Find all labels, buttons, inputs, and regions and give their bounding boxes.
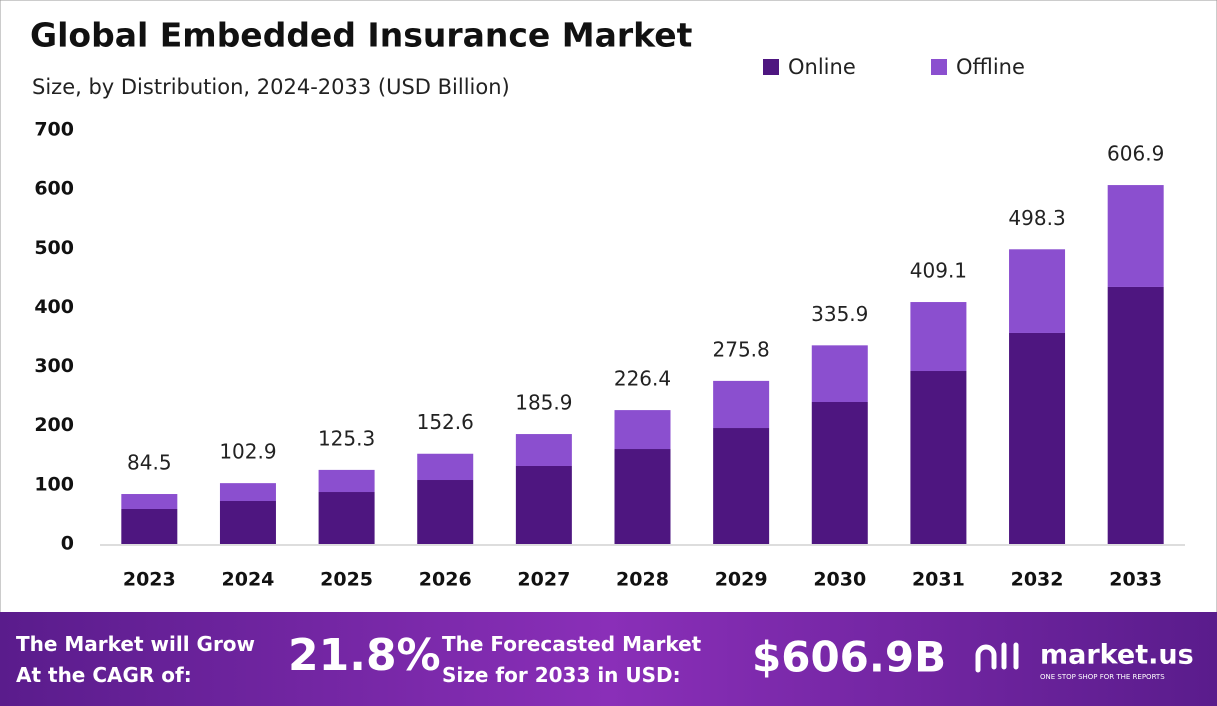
x-tick-label: 2028: [616, 569, 669, 591]
bar-segment: [910, 371, 967, 544]
bar-segment: [910, 302, 967, 372]
bar-segment: [713, 380, 770, 429]
chart-title: Global Embedded Insurance Market: [30, 16, 693, 55]
y-tick-label: 300: [34, 355, 74, 377]
bar-segment: [121, 494, 178, 509]
total-label: 84.5: [127, 451, 172, 475]
y-tick-label: 200: [34, 414, 74, 436]
total-label: 335.9: [811, 302, 868, 326]
bar-segment: [1009, 332, 1066, 544]
bar-segment: [1107, 286, 1164, 544]
x-tick-label: 2024: [222, 569, 275, 591]
y-tick-label: 600: [34, 178, 74, 200]
x-tick-label: 2023: [123, 569, 176, 591]
y-tick-label: 500: [34, 237, 74, 259]
y-tick-label: 0: [61, 533, 74, 555]
x-tick-label: 2029: [715, 569, 768, 591]
x-tick-label: 2030: [813, 569, 866, 591]
chart-subtitle: Size, by Distribution, 2024-2033 (USD Bi…: [32, 75, 510, 99]
brand-name: market.us: [1040, 640, 1194, 671]
x-tick-label: 2031: [912, 569, 965, 591]
total-label: 409.1: [910, 259, 967, 283]
forecast-value: $606.9B: [752, 633, 946, 682]
brand-tagline: ONE STOP SHOP FOR THE REPORTS: [1040, 673, 1165, 681]
legend-label: Offline: [956, 55, 1025, 79]
cagr-value: 21.8%: [288, 630, 441, 681]
total-label: 125.3: [318, 426, 375, 450]
y-tick-label: 100: [34, 473, 74, 495]
bar-segment: [515, 465, 572, 544]
bar-segment: [121, 508, 178, 544]
bar-segment: [417, 453, 474, 481]
bar-segment: [219, 483, 276, 502]
legend-label: Online: [788, 55, 856, 79]
x-tick-label: 2033: [1109, 569, 1162, 591]
bar-segment: [614, 410, 671, 450]
bar-segment: [811, 401, 868, 544]
bar-segment: [1009, 249, 1066, 333]
bar-segment: [811, 345, 868, 402]
total-label: 498.3: [1008, 206, 1065, 230]
x-tick-label: 2025: [320, 569, 373, 591]
bar-segment: [713, 428, 770, 544]
brand-logo: [975, 642, 1019, 673]
bar-segment: [515, 434, 572, 466]
total-label: 102.9: [219, 440, 276, 464]
bar-segment: [318, 492, 375, 544]
bar-segment: [219, 501, 276, 544]
forecast-text: The Forecasted Market Size for 2033 in US…: [442, 632, 702, 687]
x-tick-label: 2032: [1011, 569, 1064, 591]
total-label: 606.9: [1107, 142, 1164, 166]
x-tick-label: 2026: [419, 569, 472, 591]
bar-segment: [614, 449, 671, 544]
total-label: 226.4: [614, 367, 671, 391]
footer-band: [0, 612, 1217, 706]
cagr-text: The Market will Grow At the CAGR of:: [16, 632, 255, 687]
x-tick-label: 2027: [517, 569, 570, 591]
legend-swatch: [931, 59, 947, 75]
y-tick-label: 700: [34, 119, 74, 141]
total-label: 185.9: [515, 391, 572, 415]
bar-segment: [318, 469, 375, 493]
bar-segment: [1107, 185, 1164, 287]
y-tick-label: 400: [34, 296, 74, 318]
total-label: 275.8: [713, 337, 770, 361]
legend-swatch: [763, 59, 779, 75]
bar-segment: [417, 480, 474, 544]
total-label: 152.6: [417, 410, 474, 434]
